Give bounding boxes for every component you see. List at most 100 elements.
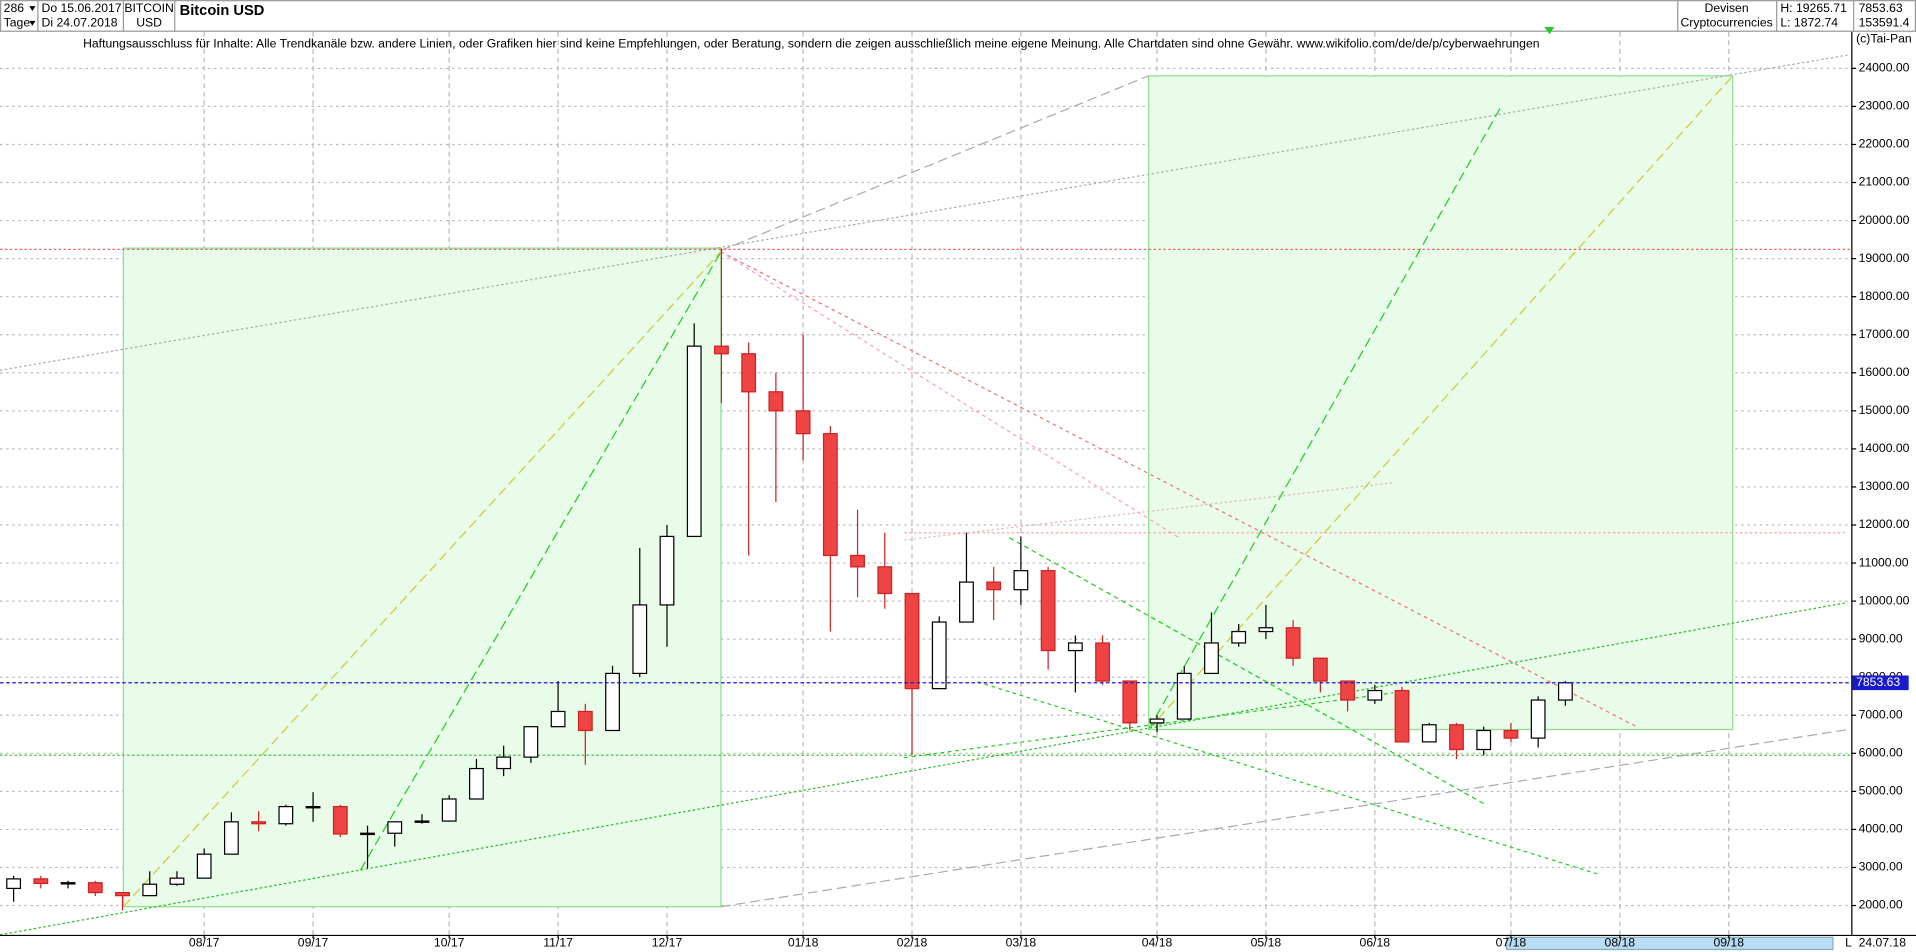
candle-body <box>6 878 22 890</box>
y-tick-label: 22000.00 <box>1859 137 1910 151</box>
candle-body <box>305 805 321 809</box>
y-tick-label: 6000.00 <box>1859 746 1903 760</box>
candle-body <box>795 410 811 435</box>
candle-body <box>1040 570 1056 652</box>
candle-body <box>1258 627 1274 633</box>
candle-body <box>959 581 974 623</box>
marker <box>1544 26 1555 35</box>
dropdown-arrow[interactable] <box>29 20 36 26</box>
candle-body <box>1285 627 1301 659</box>
x-tick-label: 03/18 <box>1006 936 1037 950</box>
drawings <box>0 26 1852 936</box>
footer-marker: L <box>1845 936 1852 950</box>
candle-body <box>196 853 212 879</box>
trend-line <box>904 482 1394 541</box>
candle-body <box>1476 729 1492 751</box>
y-tick-label: 3000.00 <box>1859 860 1903 874</box>
channel-line <box>1148 107 1502 730</box>
instrument-name: Bitcoin USD <box>180 3 265 19</box>
y-tick-label: 23000.00 <box>1859 99 1910 113</box>
candle-body <box>1530 699 1546 739</box>
x-tick-label: 02/18 <box>897 936 928 950</box>
candle-body <box>931 621 947 690</box>
symbol: BITCOIN <box>124 1 174 15</box>
x-tick-label: 04/18 <box>1142 936 1173 950</box>
channel-line <box>359 251 722 871</box>
candle-body <box>387 821 403 834</box>
candle-body <box>1503 729 1519 739</box>
y-tick-label: 20000.00 <box>1859 213 1910 227</box>
trend-line <box>720 251 1638 728</box>
disclaimer: Haftungsausschluss für Inhalte: Alle Tre… <box>83 36 1539 50</box>
candle-body <box>904 592 920 690</box>
candle-body <box>523 726 539 758</box>
candle-body <box>1095 642 1110 682</box>
x-tick-label: 01/18 <box>788 936 819 950</box>
candle-body <box>332 805 348 835</box>
candle-body <box>1449 724 1464 751</box>
candle-body <box>577 710 593 732</box>
scrollbar[interactable] <box>1506 936 1834 951</box>
candle-body <box>1176 672 1192 720</box>
candle-body <box>278 805 294 825</box>
volume: 153591.4 <box>1859 15 1910 29</box>
candle-body <box>115 891 130 897</box>
trend-line <box>0 601 1848 936</box>
candle-body <box>877 566 893 595</box>
candle-body <box>441 798 457 822</box>
candle-body <box>714 345 729 355</box>
count[interactable]: 286 <box>4 1 25 15</box>
x-tick-label: 08/18 <box>1605 936 1636 950</box>
candle-body <box>1204 642 1219 675</box>
candle-body <box>1394 689 1410 743</box>
candle-body <box>986 581 1002 591</box>
candle-body <box>686 345 702 538</box>
candle-body <box>1312 657 1328 682</box>
candle-body <box>469 767 484 800</box>
y-tick-label: 5000.00 <box>1859 784 1903 798</box>
channel-line <box>122 251 722 908</box>
x-tick-label: 09/17 <box>298 936 329 950</box>
candle-body <box>142 883 158 897</box>
period[interactable]: Tage <box>4 15 31 29</box>
group: Devisen <box>1705 1 1749 15</box>
candle-body <box>659 535 675 606</box>
dropdown-arrow[interactable] <box>29 6 36 12</box>
y-tick-label: 18000.00 <box>1859 289 1910 303</box>
y-tick-label: 12000.00 <box>1859 517 1910 531</box>
candle-body <box>632 604 648 675</box>
y-tick-label: 19000.00 <box>1859 251 1910 265</box>
candles <box>6 248 1573 911</box>
x-tick-label: 09/18 <box>1713 936 1744 950</box>
last: 7853.63 <box>1859 1 1903 15</box>
candle-body <box>1557 682 1573 701</box>
candle-body <box>822 433 838 557</box>
trend-line <box>977 681 1601 876</box>
x-tick-label: 06/18 <box>1360 936 1391 950</box>
copyright: (c)Tai-Pan <box>1856 31 1912 45</box>
last-price-box <box>1852 675 1909 691</box>
y-tick-label: 14000.00 <box>1859 441 1910 455</box>
candle-body <box>768 391 784 412</box>
y-tick-label: 17000.00 <box>1859 327 1910 341</box>
trend-line <box>904 692 1394 759</box>
y-tick-label: 21000.00 <box>1859 175 1910 189</box>
y-tick-label: 4000.00 <box>1859 822 1903 836</box>
footer-date: 24.07.18 <box>1859 936 1907 950</box>
subgroup: Cryptocurrencies <box>1680 15 1772 29</box>
range-box <box>1148 75 1734 731</box>
candle-body <box>496 756 512 770</box>
candle-body <box>1067 642 1083 652</box>
header-box <box>0 0 1916 32</box>
low: L: 1872.74 <box>1780 15 1838 29</box>
candle-body <box>1340 680 1356 701</box>
y-tick-label: 7000.00 <box>1859 707 1903 721</box>
trend-line <box>1009 537 1485 805</box>
candle-body <box>1122 680 1138 724</box>
to-date: Di 24.07.2018 <box>42 15 118 29</box>
candle-body <box>1231 630 1247 644</box>
trend-line <box>720 75 1149 252</box>
y-tick-label: 2000.00 <box>1859 898 1903 912</box>
candle-body <box>605 672 620 732</box>
